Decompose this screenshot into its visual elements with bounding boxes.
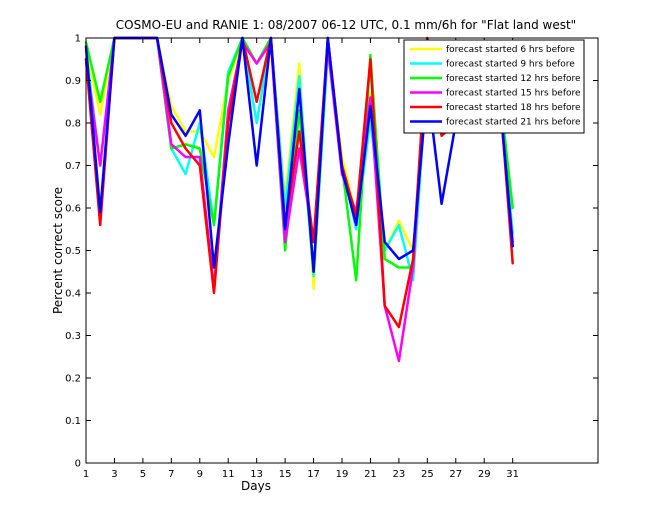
legend-label-4: forecast started 15 hrs before xyxy=(446,89,581,99)
y-axis: 0 0.1 0.2 0.3 0.4 0.5 0.6 0.7 0.8 0.9 1 xyxy=(65,34,598,470)
chart-title: COSMO-EU and RANIE 1: 08/2007 06-12 UTC,… xyxy=(116,18,576,32)
y-tick-label: 0.2 xyxy=(65,374,81,385)
x-tick-label: 25 xyxy=(421,469,434,480)
x-axis: 1 3 5 7 9 11 13 15 17 19 21 23 25 27 29 31 xyxy=(83,38,519,480)
legend-label-2: forecast started 9 hrs before xyxy=(446,60,575,70)
y-axis-label: Percent correct score xyxy=(51,187,65,314)
x-tick-label: 3 xyxy=(111,469,117,480)
x-tick-label: 29 xyxy=(478,469,491,480)
y-tick-label: 0.9 xyxy=(65,76,81,87)
legend-label-3: forecast started 12 hrs before xyxy=(446,74,581,84)
y-tick-label: 0.4 xyxy=(65,289,81,300)
y-tick-label: 0 xyxy=(75,459,81,470)
x-tick-label: 9 xyxy=(197,469,203,480)
x-tick-label: 13 xyxy=(250,469,263,480)
legend-label-6: forecast started 21 hrs before xyxy=(446,118,581,128)
y-tick-label: 1 xyxy=(75,34,81,45)
legend-label-1: forecast started 6 hrs before xyxy=(446,45,575,55)
x-tick-label: 15 xyxy=(279,469,292,480)
x-tick-label: 1 xyxy=(83,469,89,480)
legend-label-5: forecast started 18 hrs before xyxy=(446,103,581,113)
x-axis-label: Days xyxy=(241,479,271,493)
x-tick-label: 11 xyxy=(222,469,235,480)
y-tick-label: 0.8 xyxy=(65,119,81,130)
y-tick-label: 0.7 xyxy=(65,161,81,172)
x-tick-label: 27 xyxy=(449,469,462,480)
x-tick-label: 17 xyxy=(307,469,320,480)
legend-box xyxy=(403,39,585,134)
x-tick-label: 23 xyxy=(393,469,406,480)
x-tick-label: 7 xyxy=(168,469,174,480)
legend: forecast started 6 hrs before forecast st… xyxy=(403,39,585,134)
y-tick-label: 0.5 xyxy=(65,246,81,257)
x-tick-label: 5 xyxy=(140,469,146,480)
y-tick-label: 0.3 xyxy=(65,331,81,342)
x-tick-label: 31 xyxy=(506,469,519,480)
x-tick-label: 19 xyxy=(336,469,349,480)
y-tick-label: 0.1 xyxy=(65,416,81,427)
y-tick-label: 0.6 xyxy=(65,204,81,215)
x-tick-label: 21 xyxy=(364,469,377,480)
